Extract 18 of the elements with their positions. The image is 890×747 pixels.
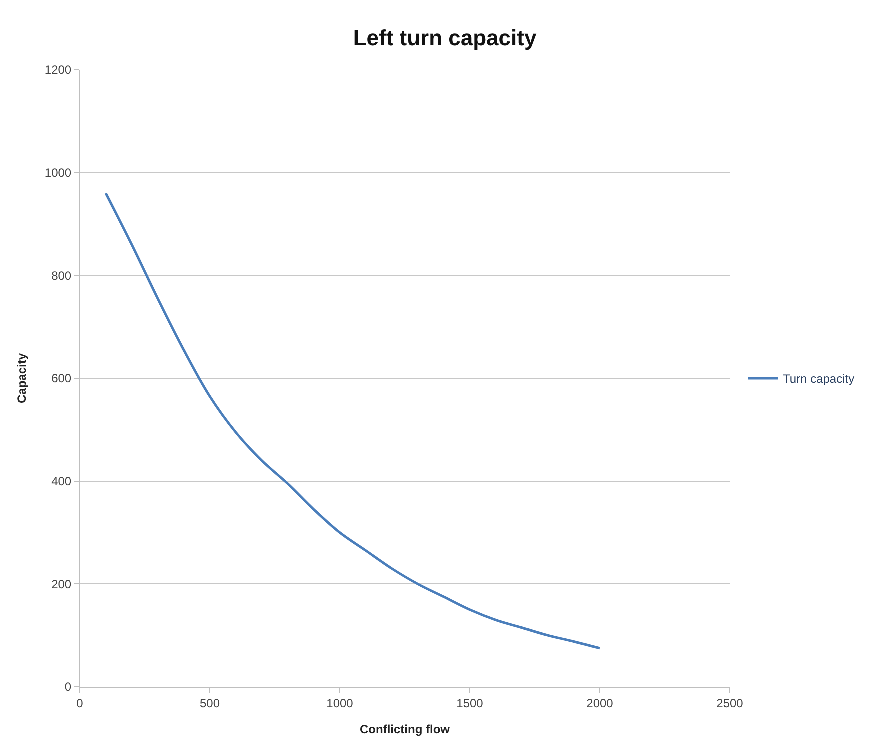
y-tick-label: 1200 — [44, 63, 72, 78]
x-tick-label: 0 — [76, 696, 84, 710]
chart-title: Left turn capacity — [353, 25, 538, 50]
line-series — [104, 192, 602, 650]
y-axis-title: Capacity — [15, 353, 30, 404]
y-tick-label: 600 — [52, 372, 72, 386]
y-tick-label: 400 — [52, 474, 72, 489]
y-tick-label: 800 — [52, 268, 72, 283]
x-axis-title: Conflicting flow — [360, 722, 451, 736]
x-tick-label: 2500 — [716, 696, 744, 710]
y-tick-label: 0 — [64, 680, 72, 694]
x-tick-label: 1000 — [326, 696, 354, 710]
y-tick-label: 200 — [52, 577, 72, 592]
legend-label: Turn capacity — [783, 372, 855, 386]
x-tick-label: 1500 — [456, 696, 484, 710]
x-tick-label: 500 — [200, 696, 220, 710]
y-tick-label: 1000 — [44, 166, 72, 180]
x-tick-label: 2000 — [586, 696, 614, 710]
